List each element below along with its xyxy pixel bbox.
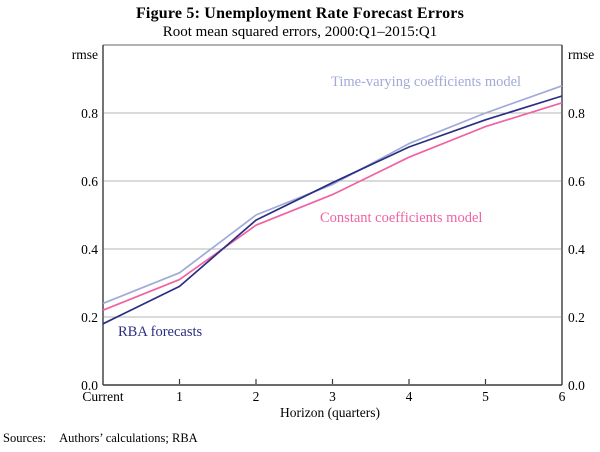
x-tick-label: 6 xyxy=(558,389,566,404)
x-tick-label: 3 xyxy=(329,389,336,404)
y-tick-label: 0.0 xyxy=(81,378,98,393)
y-tick-label: 0.0 xyxy=(568,378,585,393)
x-tick-label: 1 xyxy=(176,389,183,404)
y-axis-unit-right: rmse xyxy=(568,47,595,62)
y-tick-label: 0.8 xyxy=(81,106,98,121)
figure-title: Figure 5: Unemployment Rate Forecast Err… xyxy=(135,5,465,22)
sources-label: Sources: xyxy=(3,431,47,445)
y-tick-label: 0.4 xyxy=(81,242,98,257)
sources-text: Authors’ calculations; RBA xyxy=(59,431,198,445)
series-line-2 xyxy=(102,95,563,325)
series-label-time-varying-model: Time-varying coefficients model xyxy=(331,74,522,90)
y-tick-label: 0.4 xyxy=(568,242,585,257)
sources-note: Sources: Authors’ calculations; RBA xyxy=(3,431,198,446)
y-tick-label: 0.8 xyxy=(568,106,585,121)
series-line-1 xyxy=(102,101,563,311)
y-tick-label: 0.2 xyxy=(568,310,585,325)
x-tick-label: 2 xyxy=(252,389,260,404)
y-tick-label: 0.6 xyxy=(568,174,585,189)
series-label-constant-model: Constant coefficients model xyxy=(320,210,483,226)
x-tick-label: Current xyxy=(82,389,124,404)
x-tick-label: 5 xyxy=(482,389,489,404)
y-tick-label: 0.2 xyxy=(81,310,98,325)
y-tick-label: 0.6 xyxy=(81,174,98,189)
series-line-0 xyxy=(102,84,563,305)
y-axis-unit-left: rmse xyxy=(71,47,98,62)
x-axis-title: Horizon (quarters) xyxy=(279,405,381,420)
x-tick-label: 4 xyxy=(405,389,413,404)
figure-subtitle: Root mean squared errors, 2000:Q1–2015:Q… xyxy=(162,24,438,40)
series-label-rba-forecasts: RBA forecasts xyxy=(118,324,203,340)
